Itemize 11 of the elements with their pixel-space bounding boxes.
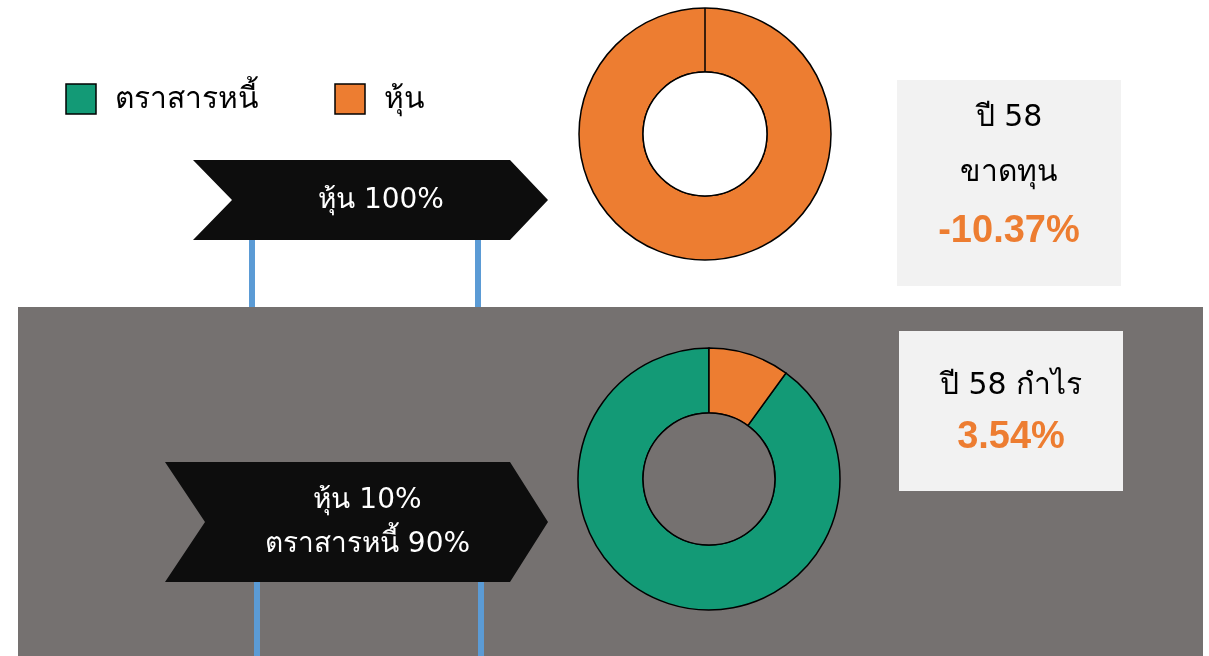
text: -10.37%: [938, 208, 1080, 251]
donut-slice: [577, 347, 841, 611]
text: หุ้น 10%: [313, 482, 422, 516]
legend-label: หุ้น: [384, 79, 425, 117]
text: 3.54%: [957, 414, 1065, 457]
legend-label: ตราสารหนี้: [115, 75, 259, 115]
text: หุ้น 100%: [318, 182, 444, 216]
text: ปี 58 กำไร: [938, 365, 1083, 401]
text: ตราสารหนี้ 90%: [264, 522, 471, 559]
text: ขาดทุน: [960, 152, 1058, 190]
text: ปี 58: [974, 97, 1043, 133]
